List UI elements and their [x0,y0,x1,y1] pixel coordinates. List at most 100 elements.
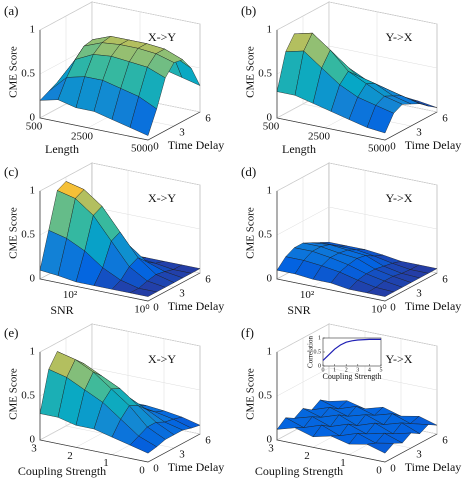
y-axis-label: Time Delay [168,460,225,474]
inset-x-tick-label: 5 [380,367,383,373]
x-tick-label: 2 [304,450,310,462]
inset-x-tick-label: 1 [333,367,336,373]
x-tick-label: 500 [263,121,280,133]
x-axis-label: Coupling Strength [18,464,106,478]
y-axis-label: Time Delay [168,138,225,152]
surface-patch [366,105,394,134]
panel-title: Y->X [386,191,413,205]
x-tick-label: 3 [31,443,37,455]
panel-title: Y->X [386,352,413,366]
axis-line [39,30,201,141]
y-tick-label: 0 [153,463,159,475]
surface-patch [129,96,157,136]
inset-x-tick-label: 2 [345,367,348,373]
y-tick-label: 3 [416,127,422,139]
z-tick-label: 0 [30,273,36,285]
panel-title: Y->X [386,30,413,44]
x-tick-label: 1 [340,457,346,469]
x-axis-label: SNR [287,303,310,317]
panel-label: (e) [4,325,18,340]
z-axis-label: CME Score [8,368,20,420]
z-tick-label: 0.5 [21,390,35,402]
panel-label: (f) [241,325,254,340]
y-tick-label: 6 [205,113,211,125]
z-tick-label: 0.5 [258,229,272,241]
y-tick-label: 0 [390,463,396,475]
z-axis-label: CME Score [245,207,257,259]
y-tick-label: 0 [390,141,396,153]
z-tick-label: 1 [267,346,273,358]
z-tick-label: 0.5 [258,390,272,402]
x-tick-label: 5000 [368,143,391,155]
inset-box [322,337,382,367]
x-tick-label: 10² [63,289,78,301]
y-axis-label: Time Delay [405,299,462,313]
y-tick-label: 6 [205,274,211,286]
x-axis-label: Length [45,142,79,156]
inset-line [322,338,381,361]
x-tick-label: 1 [103,457,109,469]
z-tick-label: 0 [267,273,273,285]
x-tick-label: 5000 [131,143,154,155]
surface-patch [366,442,395,454]
z-axis-label: CME Score [245,46,257,98]
surface-patch [129,288,158,297]
x-tick-label: 0 [139,465,145,477]
x-tick-label: 2 [67,450,73,462]
x-axis-label: Length [282,142,316,156]
y-axis-label: Time Delay [405,138,462,152]
y-tick-label: 6 [442,113,448,125]
y-axis-label: Time Delay [405,460,462,474]
x-tick-label: 2500 [71,130,94,142]
inset-x-tick-label: 3 [356,367,359,373]
y-tick-label: 0 [153,302,159,314]
z-tick-label: 0 [267,434,273,446]
z-tick-label: 0 [30,434,36,446]
z-tick-label: 0.5 [258,68,272,80]
z-tick-label: 0 [30,112,36,124]
axis-line [276,352,438,463]
y-tick-label: 3 [416,449,422,461]
x-tick-label: 3 [268,443,274,455]
x-tick-label: 2500 [308,130,331,142]
x-axis-label: SNR [50,303,73,317]
x-tick-label: 10² [300,289,315,301]
inset-y-label: Correlation [307,336,315,368]
z-tick-label: 1 [30,24,36,36]
y-tick-label: 3 [179,127,185,139]
y-tick-label: 3 [179,288,185,300]
axis-line [276,30,438,141]
axis-line [276,191,438,302]
y-tick-label: 0 [153,141,159,153]
z-axis-label: CME Score [8,207,20,259]
inset-x-tick-label: 4 [368,367,371,373]
inset-x-tick-label: 0 [322,367,325,373]
z-tick-label: 1 [267,24,273,36]
z-tick-label: 1 [30,346,36,358]
axis-line [39,352,201,463]
x-tick-label: 10⁰ [134,304,150,316]
y-tick-label: 3 [416,288,422,300]
x-tick-label: 10⁰ [371,304,387,316]
z-tick-label: 1 [30,185,36,197]
z-axis-label: CME Score [245,368,257,420]
y-tick-label: 0 [390,302,396,314]
inset-y-tick-label: 1 [318,335,321,341]
y-tick-label: 6 [205,435,211,447]
z-axis-label: CME Score [8,46,20,98]
y-tick-label: 3 [179,449,185,461]
panel-label: (c) [4,164,18,179]
y-tick-label: 6 [442,435,448,447]
inset-y-tick-label: 0.5 [314,349,322,355]
y-tick-label: 6 [442,274,448,286]
panel-label: (a) [4,3,18,18]
panel-title: X->Y [148,191,176,205]
z-tick-label: 0.5 [21,68,35,80]
surface-patch [366,287,395,297]
